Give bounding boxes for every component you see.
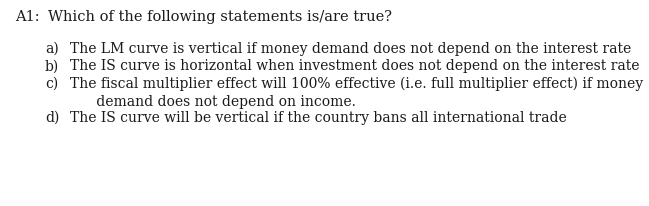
- Text: b): b): [45, 59, 59, 73]
- Text: Which of the following statements is/are true?: Which of the following statements is/are…: [48, 10, 392, 24]
- Text: The fiscal multiplier effect will 100% effective (i.e. full multiplier effect) i: The fiscal multiplier effect will 100% e…: [70, 77, 643, 109]
- Text: A1:: A1:: [15, 10, 40, 24]
- Text: The IS curve is horizontal when investment does not depend on the interest rate: The IS curve is horizontal when investme…: [70, 59, 639, 73]
- Text: The LM curve is vertical if money demand does not depend on the interest rate: The LM curve is vertical if money demand…: [70, 42, 631, 56]
- Text: The IS curve will be vertical if the country bans all international trade: The IS curve will be vertical if the cou…: [70, 110, 567, 124]
- Text: d): d): [45, 110, 59, 124]
- Text: c): c): [45, 77, 58, 91]
- Text: a): a): [45, 42, 59, 56]
